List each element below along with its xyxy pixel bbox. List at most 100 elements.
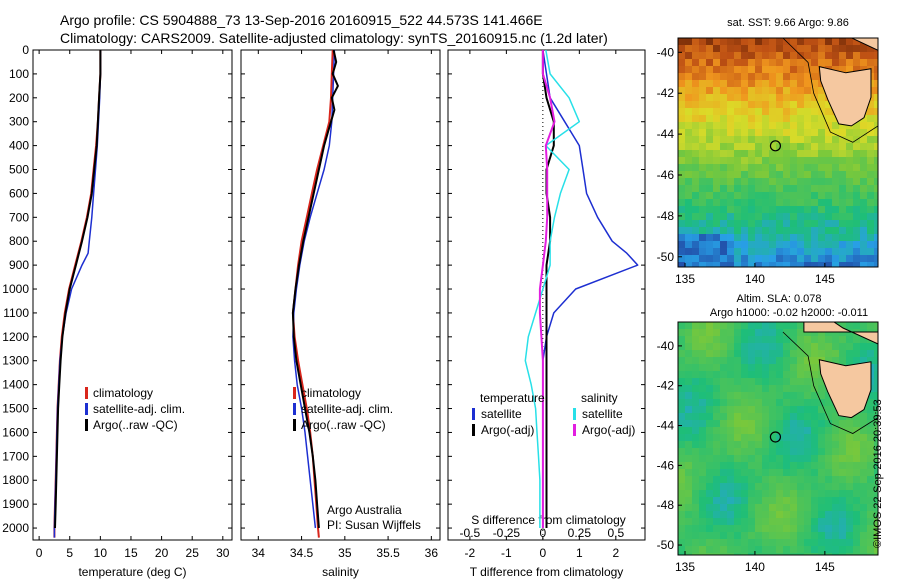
map-cell [804, 59, 811, 66]
map-cell [874, 469, 878, 476]
map-cell [853, 185, 860, 192]
map-cell [790, 448, 797, 455]
map-cell [692, 350, 699, 357]
map-cell [678, 220, 685, 227]
map-cell [790, 80, 797, 87]
map-cell [818, 469, 825, 476]
salinity-tick-label: 0.5 [607, 526, 624, 540]
map-cell [846, 483, 853, 490]
map-cell [678, 371, 685, 378]
map-cell [720, 448, 727, 455]
map-cell [860, 497, 867, 504]
map-cell [860, 490, 867, 497]
map-cell [748, 483, 755, 490]
map-cell [685, 532, 692, 539]
map-cell [692, 80, 699, 87]
map-cell [874, 206, 878, 213]
map-cell [713, 199, 720, 206]
map-cell [741, 241, 748, 248]
map-cell [720, 413, 727, 420]
map-cell [797, 427, 804, 434]
map-cell [804, 392, 811, 399]
imos-watermark: ©IMOS 22-Sep-2016 20:39:53 [872, 399, 884, 548]
map-cell [783, 129, 790, 136]
map-cell [776, 511, 783, 518]
map-cell [811, 455, 818, 462]
map-cell [755, 385, 762, 392]
map-cell [825, 45, 832, 52]
map-cell [811, 350, 818, 357]
map-cell [741, 157, 748, 164]
map-cell [692, 129, 699, 136]
map-cell [846, 525, 853, 532]
map-cell [727, 262, 734, 267]
map-cell [727, 199, 734, 206]
map-cell [832, 150, 839, 157]
y-tick-label: 300 [9, 115, 29, 129]
map-cell [811, 434, 818, 441]
map-cell [741, 115, 748, 122]
map-cell [776, 364, 783, 371]
map-cell [727, 129, 734, 136]
map-cell [804, 192, 811, 199]
map-cell [839, 59, 846, 66]
map-cell [839, 262, 846, 267]
map-cell [734, 441, 741, 448]
map-cell [790, 413, 797, 420]
map-cell [720, 350, 727, 357]
map-cell [839, 539, 846, 546]
map-cell [804, 262, 811, 267]
map-cell [685, 66, 692, 73]
map-cell [748, 497, 755, 504]
map-cell [783, 399, 790, 406]
map-cell [797, 150, 804, 157]
map-cell [678, 213, 685, 220]
map-cell [818, 385, 825, 392]
map-cell [734, 322, 741, 329]
map-cell [692, 192, 699, 199]
map-cell [846, 322, 853, 329]
map-cell [734, 129, 741, 136]
map-cell [790, 115, 797, 122]
map-cell [727, 476, 734, 483]
map-cell [734, 192, 741, 199]
map-cell [804, 469, 811, 476]
map-cell [741, 497, 748, 504]
legend-label: climatology [93, 386, 153, 400]
map-x-tick-label: 145 [815, 272, 835, 286]
map-cell [734, 336, 741, 343]
map-cell [685, 385, 692, 392]
map-cell [839, 441, 846, 448]
map-cell [713, 80, 720, 87]
map-cell [727, 122, 734, 129]
legend-label: satellite [481, 407, 522, 421]
map-cell [804, 185, 811, 192]
map-cell [692, 178, 699, 185]
map-cell [727, 511, 734, 518]
map-cell [762, 455, 769, 462]
map-cell [860, 448, 867, 455]
map-cell [755, 164, 762, 171]
map-cell [783, 192, 790, 199]
map-cell [748, 157, 755, 164]
map-cell [776, 157, 783, 164]
map-cell [755, 94, 762, 101]
map-cell [818, 185, 825, 192]
map-cell [860, 322, 867, 329]
map-cell [790, 392, 797, 399]
map-cell [860, 539, 867, 546]
map-cell [762, 525, 769, 532]
map-cell [685, 329, 692, 336]
temperature_panel-frame [32, 49, 233, 541]
map-cell [776, 483, 783, 490]
map-cell [727, 192, 734, 199]
map-cell [853, 234, 860, 241]
map-cell [825, 220, 832, 227]
map-cell [727, 357, 734, 364]
map-cell [832, 129, 839, 136]
map-cell [783, 483, 790, 490]
map-cell [769, 115, 776, 122]
map-cell [755, 136, 762, 143]
map-cell [755, 199, 762, 206]
